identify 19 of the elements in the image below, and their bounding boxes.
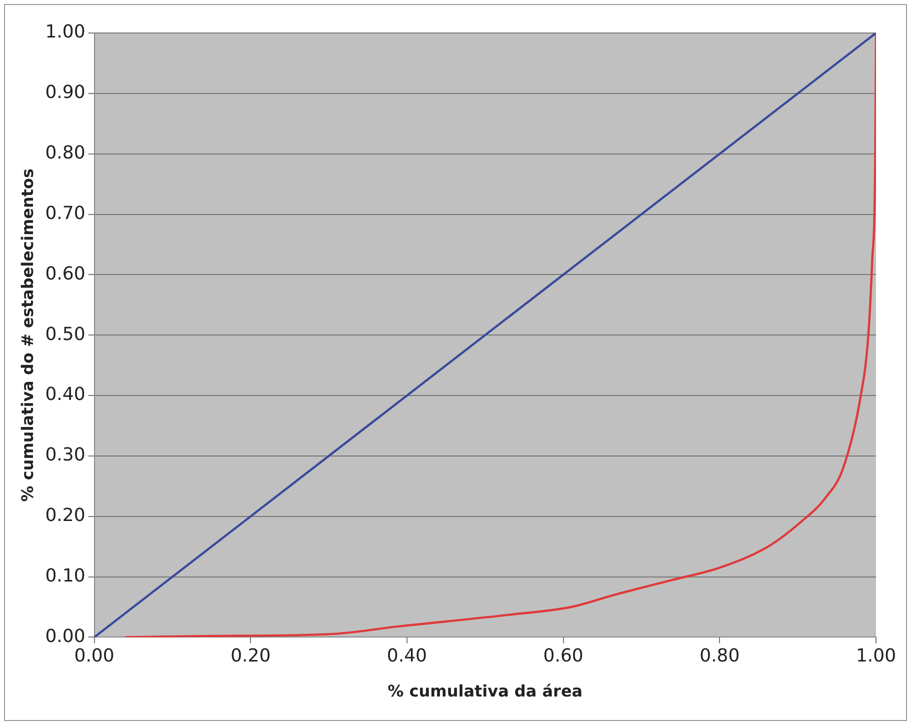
x-tick-label: 0.20 [230, 646, 271, 667]
x-tick-label: 0.00 [74, 646, 114, 667]
y-tick-label: 0.60 [45, 263, 86, 284]
x-tick-label: 0.40 [386, 646, 428, 667]
y-axis-title: % cumulativa do # estabelecimentos [18, 168, 37, 502]
y-tick-label: 0.40 [45, 384, 86, 406]
y-tick-label: 0.70 [45, 202, 86, 224]
x-tick-label: 0.80 [700, 646, 740, 667]
y-tick-label: 0.50 [45, 324, 86, 345]
y-tick-label: 1.00 [45, 22, 86, 43]
y-tick-label: 0.00 [45, 626, 86, 647]
y-tick-label: 0.10 [45, 565, 86, 586]
x-axis-title: % cumulativa da área [388, 682, 583, 701]
x-tick-label: 0.60 [543, 646, 584, 667]
y-tick-label: 0.90 [45, 82, 86, 104]
y-tick-label: 0.30 [45, 444, 86, 466]
y-tick-label: 0.20 [45, 505, 86, 526]
x-tick-label: 1.00 [856, 646, 896, 667]
y-tick-label: 0.80 [45, 142, 86, 164]
